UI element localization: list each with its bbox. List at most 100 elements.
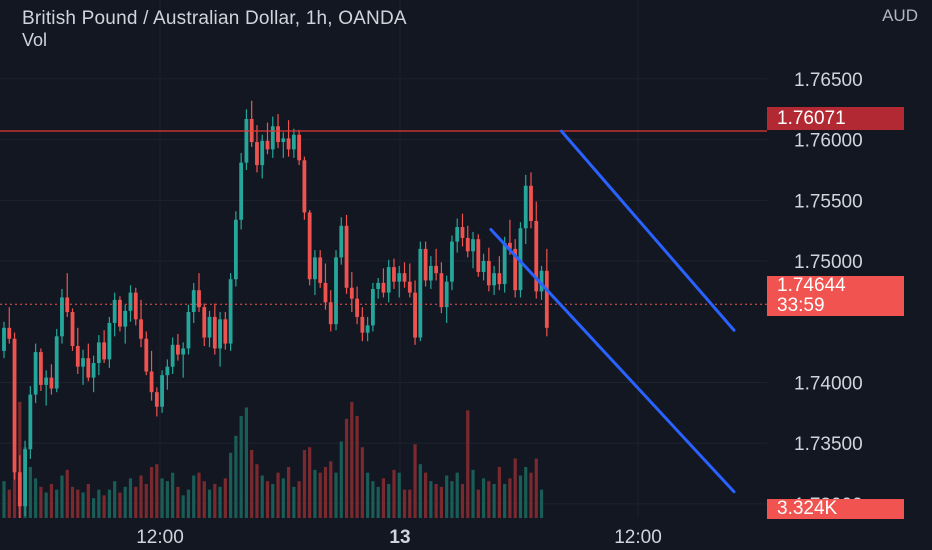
candle-body <box>244 118 249 163</box>
volume-bar <box>144 484 148 518</box>
volume-bar <box>60 475 64 518</box>
volume-bar <box>534 458 538 518</box>
candle-body <box>365 325 370 333</box>
candle-body <box>149 371 154 393</box>
candle-body <box>128 292 133 311</box>
candle-body <box>12 338 17 473</box>
volume-bar <box>513 458 517 518</box>
candle-body <box>307 212 312 280</box>
candle-body <box>513 248 518 291</box>
candle-body <box>239 162 244 220</box>
time-tick-label: 12:00 <box>136 527 184 548</box>
volume-bar <box>308 447 312 518</box>
volume-bar <box>229 452 233 518</box>
currency-label: AUD <box>882 6 918 25</box>
volume-bar <box>292 486 296 518</box>
time-axis-panel[interactable] <box>0 518 767 550</box>
candle-body <box>286 138 291 150</box>
candle-body <box>160 375 164 407</box>
price-tick-label: 1.76500 <box>794 70 863 91</box>
candle-body <box>413 292 417 338</box>
candle-body <box>118 299 122 327</box>
volume-bar <box>123 486 127 518</box>
candle-body <box>349 287 354 299</box>
candle-body <box>481 261 486 272</box>
volume-bar <box>276 472 280 518</box>
price-axis-panel[interactable] <box>767 0 932 550</box>
candle-body <box>75 346 80 367</box>
candle-body <box>276 126 280 143</box>
candle-body <box>455 227 460 242</box>
volume-bar <box>455 472 459 518</box>
volume-bar <box>149 467 154 518</box>
candle-body <box>7 327 12 339</box>
candle-body <box>170 344 175 367</box>
volume-bar <box>65 469 69 518</box>
volume-bar <box>366 472 370 518</box>
candle-body <box>418 248 423 338</box>
volume-bar <box>171 472 175 518</box>
volume-bar <box>376 486 380 518</box>
volume-bar <box>97 489 101 518</box>
candlesticks <box>2 100 549 543</box>
volume-bar <box>371 481 375 518</box>
volume-bar <box>202 481 206 518</box>
candle-body <box>212 316 217 349</box>
candle-body <box>544 270 549 328</box>
volume-bar <box>360 447 364 518</box>
candle-body <box>133 292 138 320</box>
volume-bar <box>91 498 96 518</box>
volume-bar <box>34 478 38 518</box>
last-volume-label: 3.324K <box>767 499 904 519</box>
candle-body <box>386 267 391 293</box>
symbol-title[interactable]: British Pound / Australian Dollar, 1h, O… <box>22 8 407 29</box>
candle-body <box>223 319 228 344</box>
volume-bar <box>44 492 48 518</box>
volume-bar <box>450 481 454 518</box>
last-volume-value: 3.324K <box>777 498 838 519</box>
candle-body <box>54 336 59 389</box>
candle-body <box>81 358 85 367</box>
candle-body <box>139 319 143 339</box>
candle-body <box>407 281 412 293</box>
volume-bar <box>213 484 217 518</box>
volume-bar <box>476 489 480 518</box>
candle-body <box>202 307 207 338</box>
candle-body <box>444 281 449 308</box>
volume-bar <box>397 472 401 518</box>
volume-bar <box>508 478 512 518</box>
volume-bar <box>323 467 328 518</box>
candle-body <box>334 257 338 325</box>
volume-bar <box>281 478 285 518</box>
volume-bar <box>218 486 222 518</box>
time-tick-label: 12:00 <box>614 527 662 548</box>
candle-body <box>260 140 265 166</box>
candle-body <box>534 220 539 292</box>
candle-body <box>112 299 117 323</box>
candle-body <box>28 394 33 450</box>
volume-bars <box>2 401 544 518</box>
volume-bar <box>466 410 470 518</box>
time-axis-ticks: 12:00 13 12:00 <box>136 527 662 548</box>
candle-body <box>339 225 344 258</box>
candle-body <box>328 302 333 325</box>
volume-bar <box>418 464 422 518</box>
volume-bar <box>529 472 533 518</box>
candle-body <box>218 319 222 349</box>
trendline[interactable] <box>489 227 736 494</box>
candle-body <box>460 227 465 238</box>
volume-indicator-label[interactable]: Vol <box>22 30 48 50</box>
price-tick-label: 1.73500 <box>794 434 863 455</box>
candle-body <box>344 225 349 288</box>
candle-body <box>44 377 49 385</box>
price-tick-label: 1.74000 <box>794 373 863 394</box>
price-tick-label: 1.75500 <box>794 191 863 212</box>
last-price-value: 1.74644 <box>777 275 846 296</box>
trendline[interactable] <box>559 129 736 332</box>
candle-body <box>476 239 481 272</box>
candle-body <box>17 472 22 507</box>
candle-body <box>360 316 365 333</box>
volume-bar <box>160 478 164 518</box>
volume-bar <box>429 481 433 518</box>
